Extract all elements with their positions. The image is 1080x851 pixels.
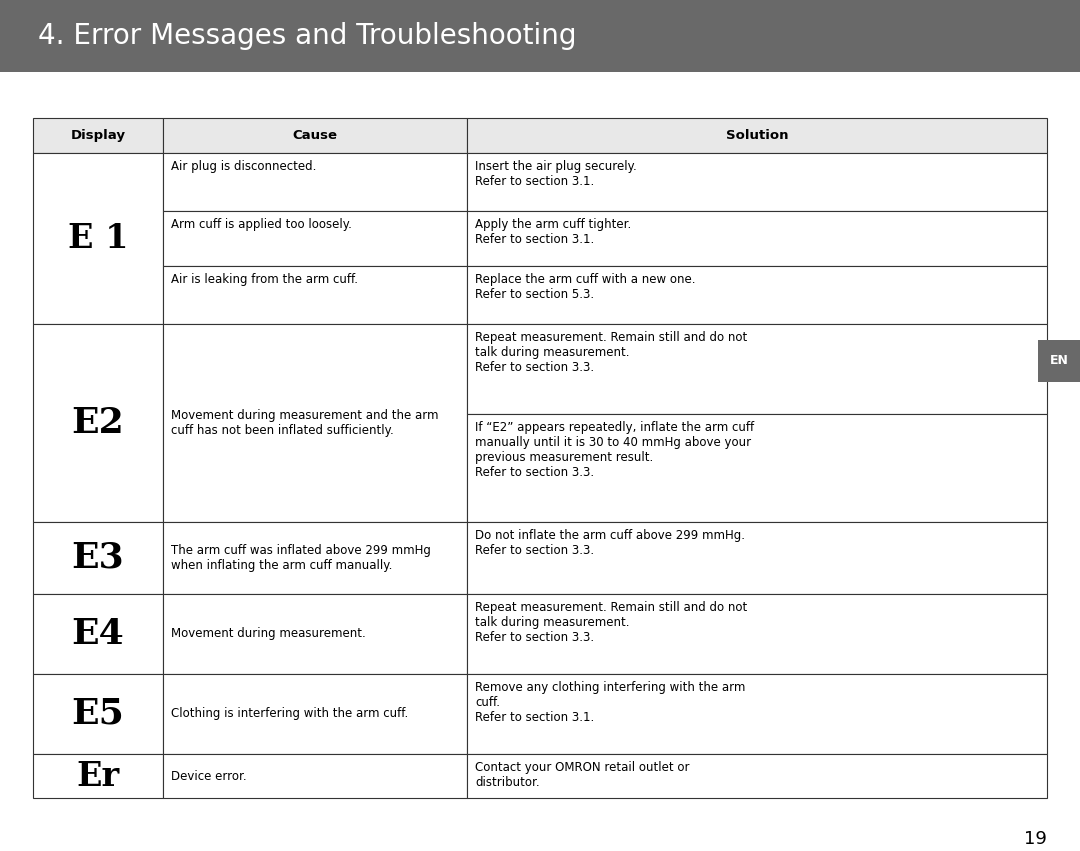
Text: 19: 19 bbox=[1024, 830, 1047, 848]
Text: E3: E3 bbox=[71, 541, 124, 575]
Text: Cause: Cause bbox=[293, 129, 337, 142]
Bar bbox=[163, 674, 467, 754]
Text: The arm cuff was inflated above 299 mmHg
when inflating the arm cuff manually.: The arm cuff was inflated above 299 mmHg… bbox=[171, 544, 431, 572]
Text: Display: Display bbox=[70, 129, 125, 142]
Bar bbox=[163, 118, 467, 153]
Text: If “E2” appears repeatedly, inflate the arm cuff
manually until it is 30 to 40 m: If “E2” appears repeatedly, inflate the … bbox=[475, 421, 754, 479]
Bar bbox=[163, 266, 467, 324]
Bar bbox=[467, 754, 1047, 798]
Text: Er: Er bbox=[77, 759, 120, 792]
Bar bbox=[467, 324, 1047, 414]
Bar bbox=[33, 674, 163, 754]
Bar bbox=[33, 594, 163, 674]
Bar bbox=[467, 118, 1047, 153]
Bar bbox=[467, 153, 1047, 211]
Bar bbox=[467, 594, 1047, 674]
Text: Air is leaking from the arm cuff.: Air is leaking from the arm cuff. bbox=[171, 273, 357, 286]
Text: Do not inflate the arm cuff above 299 mmHg.
Refer to section 3.3.: Do not inflate the arm cuff above 299 mm… bbox=[475, 529, 745, 557]
Text: Movement during measurement and the arm
cuff has not been inflated sufficiently.: Movement during measurement and the arm … bbox=[171, 409, 438, 437]
Text: Repeat measurement. Remain still and do not
talk during measurement.
Refer to se: Repeat measurement. Remain still and do … bbox=[475, 331, 747, 374]
Text: Solution: Solution bbox=[726, 129, 788, 142]
Text: 4. Error Messages and Troubleshooting: 4. Error Messages and Troubleshooting bbox=[38, 22, 577, 50]
Bar bbox=[467, 266, 1047, 324]
Text: Clothing is interfering with the arm cuff.: Clothing is interfering with the arm cuf… bbox=[171, 707, 408, 721]
Bar bbox=[467, 674, 1047, 754]
Bar bbox=[33, 324, 163, 522]
Text: E5: E5 bbox=[71, 697, 124, 731]
Bar bbox=[467, 211, 1047, 266]
Bar bbox=[467, 522, 1047, 594]
Text: Repeat measurement. Remain still and do not
talk during measurement.
Refer to se: Repeat measurement. Remain still and do … bbox=[475, 601, 747, 644]
Bar bbox=[163, 754, 467, 798]
Text: Arm cuff is applied too loosely.: Arm cuff is applied too loosely. bbox=[171, 218, 352, 231]
Text: Apply the arm cuff tighter.
Refer to section 3.1.: Apply the arm cuff tighter. Refer to sec… bbox=[475, 218, 631, 246]
Text: Device error.: Device error. bbox=[171, 769, 246, 783]
Bar bbox=[1038, 340, 1080, 382]
Text: E 1: E 1 bbox=[68, 222, 129, 255]
Bar bbox=[33, 522, 163, 594]
Bar bbox=[163, 153, 467, 211]
Bar bbox=[0, 0, 1080, 72]
Bar bbox=[33, 153, 163, 324]
Bar bbox=[163, 211, 467, 266]
Text: Contact your OMRON retail outlet or
distributor.: Contact your OMRON retail outlet or dist… bbox=[475, 761, 689, 789]
Text: Air plug is disconnected.: Air plug is disconnected. bbox=[171, 160, 316, 173]
Text: E2: E2 bbox=[71, 406, 124, 440]
Text: EN: EN bbox=[1050, 355, 1068, 368]
Bar bbox=[163, 594, 467, 674]
Bar bbox=[163, 522, 467, 594]
Bar bbox=[467, 414, 1047, 522]
Bar bbox=[163, 324, 467, 522]
Bar bbox=[33, 118, 163, 153]
Text: Replace the arm cuff with a new one.
Refer to section 5.3.: Replace the arm cuff with a new one. Ref… bbox=[475, 273, 696, 301]
Bar bbox=[33, 754, 163, 798]
Text: Movement during measurement.: Movement during measurement. bbox=[171, 627, 366, 641]
Text: Insert the air plug securely.
Refer to section 3.1.: Insert the air plug securely. Refer to s… bbox=[475, 160, 637, 188]
Text: E4: E4 bbox=[71, 617, 124, 651]
Text: Remove any clothing interfering with the arm
cuff.
Refer to section 3.1.: Remove any clothing interfering with the… bbox=[475, 681, 745, 724]
